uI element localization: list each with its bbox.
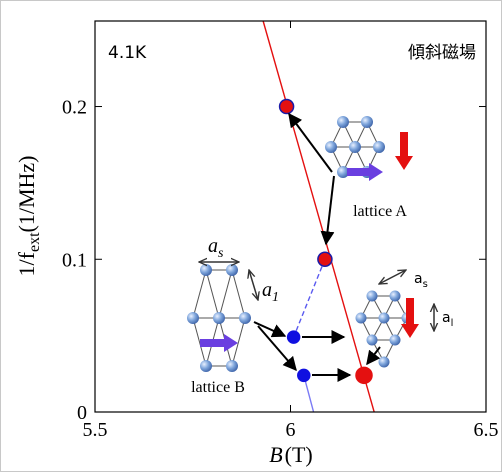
label-main: B (269, 442, 282, 467)
lattice-site (337, 116, 349, 128)
lattice-site (325, 141, 337, 153)
lattice-site (213, 312, 225, 324)
annotation: 傾斜磁場 (408, 43, 476, 63)
lattice-site (367, 291, 378, 302)
annotation: lattice B (191, 379, 245, 396)
label-sub: s (218, 246, 224, 261)
annotation: 4.1K (108, 43, 147, 63)
lattice-site (226, 264, 238, 276)
lattice-site (200, 360, 212, 372)
y-tick-label: 0 (77, 402, 87, 424)
data-point (298, 369, 310, 381)
label-sub: l (451, 318, 454, 329)
x-tick-label: 6 (286, 419, 296, 441)
label-main: a (414, 271, 423, 287)
data-point (280, 100, 294, 114)
data-point (356, 367, 372, 383)
lattice-site (390, 335, 401, 346)
lattice-site (239, 312, 251, 324)
data-point (318, 252, 332, 266)
outer-frame (1, 1, 502, 472)
label-main: 1/f (14, 251, 39, 276)
lattice-site (379, 313, 390, 324)
annotation: lattice A (353, 203, 407, 220)
lattice-site (200, 264, 212, 276)
lattice-site (379, 357, 390, 368)
label-unit: (T) (285, 442, 313, 467)
lattice-site (390, 291, 401, 302)
lattice-site (361, 116, 373, 128)
x-axis-label: B(T) (269, 442, 313, 467)
lattice-site (356, 313, 367, 324)
chart: 5.566.500.10.2 4.1K 傾斜磁場 lattice A latti… (0, 0, 502, 472)
label-main: a (208, 235, 218, 257)
x-tick-label: 6.5 (474, 419, 499, 441)
label-sub: s (423, 279, 428, 290)
label-sub: ext (26, 232, 43, 252)
label-sub: 1 (272, 290, 279, 305)
label-unit: (1/MHz) (14, 156, 39, 233)
lattice-site (349, 141, 361, 153)
y-tick-label: 0.2 (62, 97, 87, 119)
data-point (288, 331, 300, 343)
lattice-site (187, 312, 199, 324)
y-tick-label: 0.1 (62, 249, 87, 271)
lattice-site (373, 141, 385, 153)
lattice-site (367, 335, 378, 346)
y-axis-label: 1/fext(1/MHz) (14, 156, 43, 277)
label-main: a (442, 310, 451, 326)
label-main: a (262, 279, 272, 301)
lattice-site (226, 360, 238, 372)
